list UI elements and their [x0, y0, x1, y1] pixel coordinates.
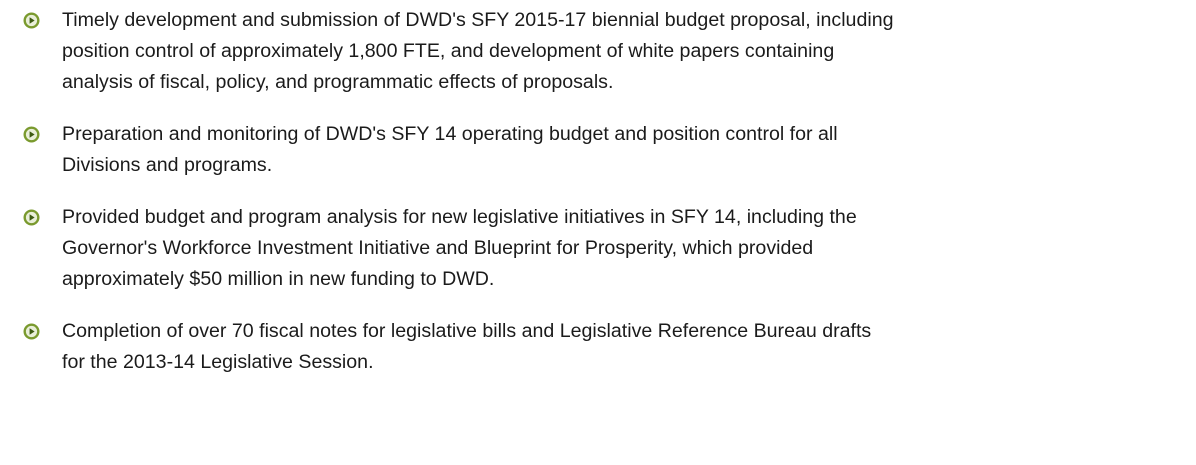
item-text-line: Completion of over 70 fiscal notes for l… — [62, 320, 872, 342]
bullet-arrow — [29, 214, 35, 221]
bullet-icon — [23, 209, 40, 226]
item-text-line: position control of approximately 1,800 … — [62, 40, 835, 62]
item-text-line: Governor's Workforce Investment Initiati… — [62, 237, 814, 259]
list-item: Preparation and monitoring of DWD's SFY … — [0, 119, 1196, 181]
bullet-icon — [23, 12, 40, 29]
list-item: Timely development and submission of DWD… — [0, 5, 1196, 98]
bullet-arrow — [29, 17, 35, 24]
bullet-icon — [23, 323, 40, 340]
item-text-line: approximately $50 million in new funding… — [62, 268, 495, 290]
item-text-line: Divisions and programs. — [62, 154, 273, 176]
item-text-line: Timely development and submission of DWD… — [62, 9, 894, 31]
bullet-arrow — [29, 328, 35, 335]
list-item: Completion of over 70 fiscal notes for l… — [0, 316, 1196, 378]
list-item: Provided budget and program analysis for… — [0, 202, 1196, 295]
item-text-line: analysis of fiscal, policy, and programm… — [62, 71, 614, 93]
item-text-line: Provided budget and program analysis for… — [62, 206, 857, 228]
bullet-arrow — [29, 131, 35, 138]
item-text-line: Preparation and monitoring of DWD's SFY … — [62, 123, 838, 145]
bullet-icon — [23, 126, 40, 143]
item-text-line: for the 2013-14 Legislative Session. — [62, 351, 374, 373]
